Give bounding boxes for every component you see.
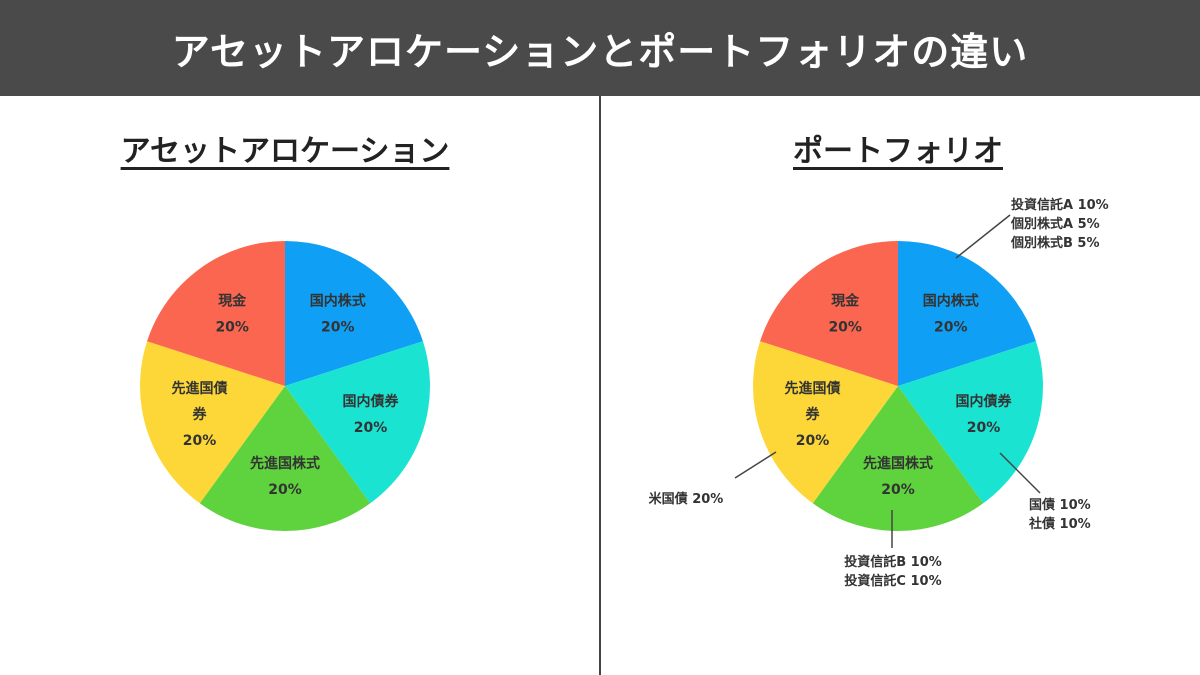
portfolio-title: ポートフォリオ xyxy=(793,134,1003,169)
pie0-slice-0 xyxy=(285,241,423,386)
pie1-value-label-4: 20% xyxy=(828,319,862,335)
pie0-slice-3 xyxy=(140,341,285,504)
callout-text-1-0: 国債 10% xyxy=(1029,497,1091,513)
callout-text-0-1: 個別株式A 5% xyxy=(1010,216,1100,232)
header-bar: アセットアロケーションとポートフォリオの違い xyxy=(0,0,1200,96)
pie0-value-label-2: 20% xyxy=(268,482,302,498)
panel-divider xyxy=(599,96,601,675)
callout-text-2-0: 投資信託B 10% xyxy=(844,554,942,570)
pie0-slice-1 xyxy=(285,341,430,504)
page-title: アセットアロケーションとポートフォリオの違い xyxy=(171,29,1029,74)
callout-text-0-2: 個別株式B 5% xyxy=(1010,235,1100,251)
callout-text-2-1: 投資信託C 10% xyxy=(844,573,941,589)
callout-text-0-0: 投資信託A 10% xyxy=(1011,197,1109,213)
pie1-slice-label-4: 現金 xyxy=(831,292,860,309)
callout-text-3-0: 米国債 20% xyxy=(649,491,724,507)
pie1-slice-2 xyxy=(812,386,984,532)
pie0-value-label-3: 20% xyxy=(183,433,217,449)
pie0-value-label-1: 20% xyxy=(354,420,388,436)
pie1-value-label-2: 20% xyxy=(881,482,915,498)
pie1-slice-label-3: 券 xyxy=(806,406,821,423)
pie0-slice-label-3: 券 xyxy=(193,406,208,423)
pie0-value-label-4: 20% xyxy=(215,319,249,335)
asset-allocation-title: アセットアロケーション xyxy=(120,134,450,169)
pie1-slice-0 xyxy=(898,241,1036,386)
pie0-slice-label-4: 現金 xyxy=(218,292,247,309)
pie1-slice-label-1: 国内債券 xyxy=(956,393,1013,410)
pie1-slice-label-0: 国内株式 xyxy=(923,292,979,309)
pie0-slice-label-1: 国内債券 xyxy=(343,393,400,410)
callout-line-0 xyxy=(955,214,1011,259)
pie1-value-label-1: 20% xyxy=(967,420,1001,436)
pie0-slice-label-0: 国内株式 xyxy=(310,292,366,309)
pie1-slice-label-2: 先進国株式 xyxy=(863,455,933,472)
pie1-slice-4 xyxy=(760,241,898,386)
pie1-value-label-0: 20% xyxy=(934,319,968,335)
pie1-value-label-3: 20% xyxy=(796,433,830,449)
pie0-slice-label-3: 先進国債 xyxy=(172,380,228,397)
callout-text-1-1: 社債 10% xyxy=(1028,516,1091,532)
pie0-value-label-0: 20% xyxy=(321,319,355,335)
pie1-slice-1 xyxy=(898,341,1043,504)
pie0-slice-label-2: 先進国株式 xyxy=(250,455,320,472)
pie0-slice-4 xyxy=(147,241,285,386)
pie1-slice-3 xyxy=(753,341,898,504)
callout-line-1 xyxy=(999,452,1041,494)
pie1-slice-label-3: 先進国債 xyxy=(785,380,841,397)
pie0-slice-2 xyxy=(199,386,371,532)
callout-line-3 xyxy=(734,451,777,479)
